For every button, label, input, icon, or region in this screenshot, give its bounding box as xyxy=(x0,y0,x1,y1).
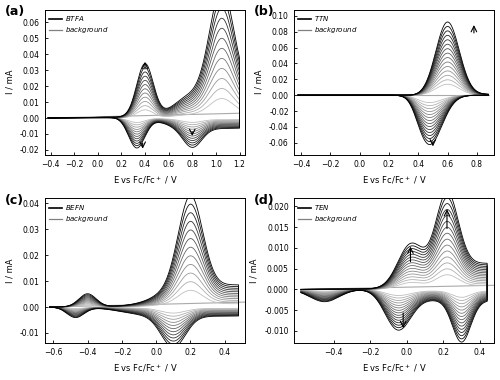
Text: (a): (a) xyxy=(4,5,24,18)
Text: (c): (c) xyxy=(4,194,24,207)
Legend: $\it{TTN}$, $\it{background}$: $\it{TTN}$, $\it{background}$ xyxy=(297,13,358,37)
X-axis label: E vs Fc/Fc$^+$ / V: E vs Fc/Fc$^+$ / V xyxy=(112,174,178,186)
Y-axis label: I / mA: I / mA xyxy=(250,258,258,283)
X-axis label: E vs Fc/Fc$^+$ / V: E vs Fc/Fc$^+$ / V xyxy=(362,174,426,186)
Text: (d): (d) xyxy=(254,194,274,207)
X-axis label: E vs Fc/Fc$^+$ / V: E vs Fc/Fc$^+$ / V xyxy=(112,363,178,374)
Y-axis label: I / mA: I / mA xyxy=(254,70,264,94)
Y-axis label: I / mA: I / mA xyxy=(6,70,15,94)
Text: (b): (b) xyxy=(254,5,274,18)
Y-axis label: I / mA: I / mA xyxy=(6,258,15,283)
Legend: $\it{TEN}$, $\it{background}$: $\it{TEN}$, $\it{background}$ xyxy=(297,202,358,225)
Legend: $\it{BEFN}$, $\it{background}$: $\it{BEFN}$, $\it{background}$ xyxy=(48,202,110,225)
Legend: $\it{BTFA}$, $\it{background}$: $\it{BTFA}$, $\it{background}$ xyxy=(48,13,110,37)
X-axis label: E vs Fc/Fc$^+$ / V: E vs Fc/Fc$^+$ / V xyxy=(362,363,426,374)
